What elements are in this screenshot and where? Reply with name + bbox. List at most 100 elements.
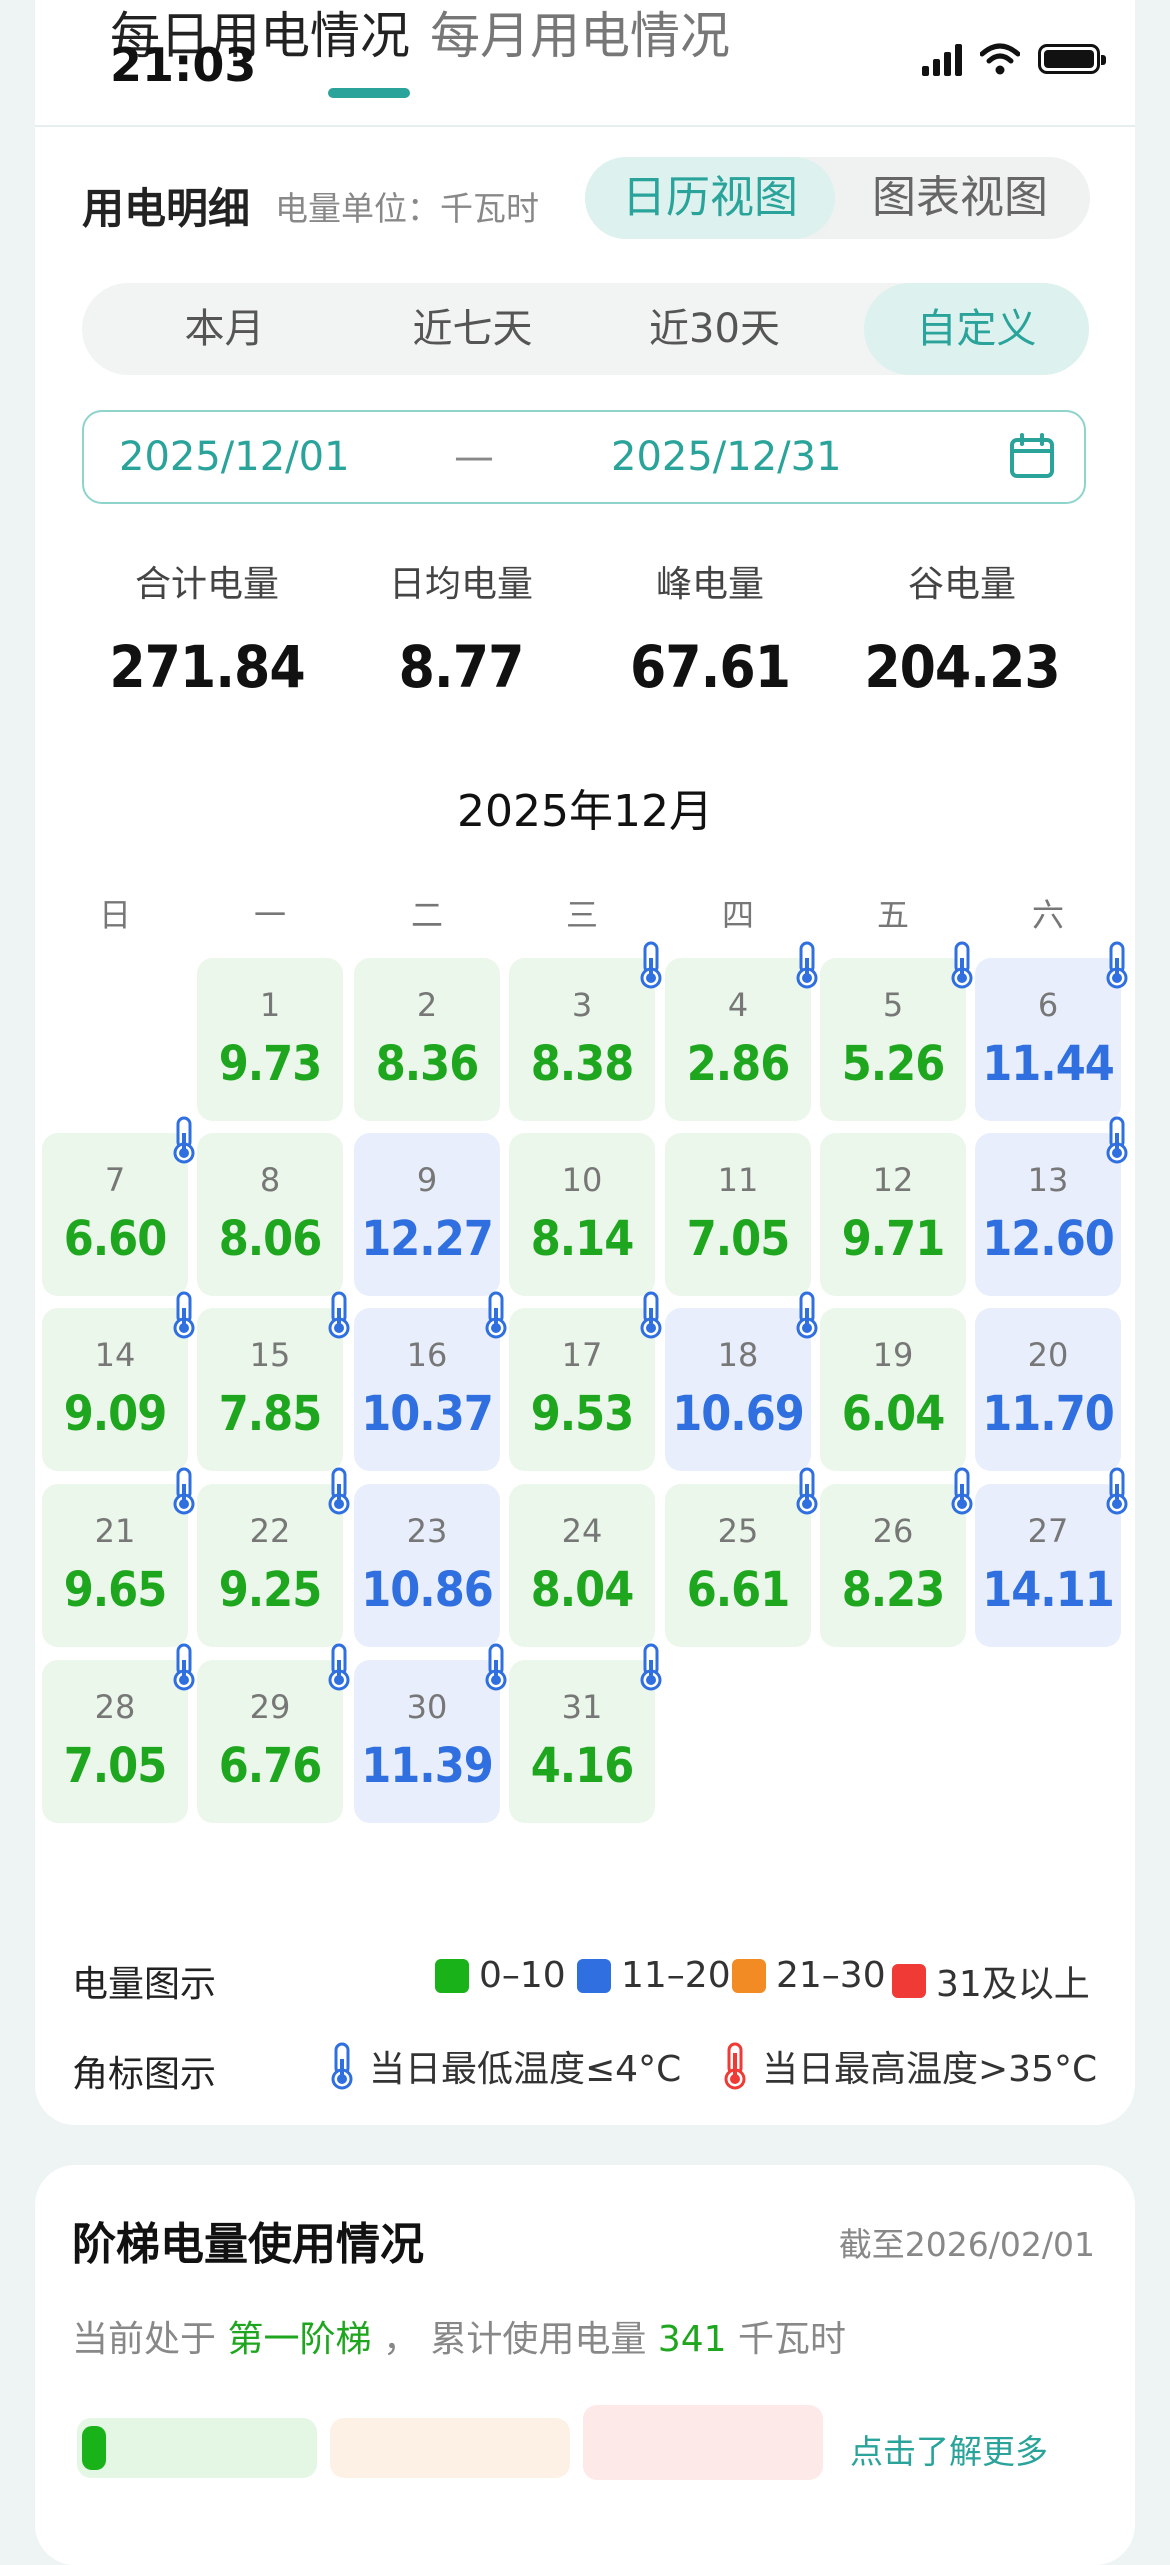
calendar-day[interactable]: 9 12.27 xyxy=(354,1133,500,1296)
calendar-day-number: 14 xyxy=(94,1336,136,1374)
calendar-day[interactable]: 31 4.16 xyxy=(509,1660,655,1823)
legend-green-swatch xyxy=(435,1958,469,1993)
weekday-label: 四 xyxy=(721,896,754,934)
range-tabs: 本月 近七天 近30天 自定义 xyxy=(82,283,1089,375)
calendar-day[interactable]: 2 8.36 xyxy=(354,958,500,1121)
stat-daily-avg: 日均电量 8.77 xyxy=(351,555,571,701)
calendar-view-button[interactable]: 日历视图 xyxy=(585,157,835,239)
tier-2-bar xyxy=(330,2418,570,2478)
calendar-day[interactable]: 16 10.37 xyxy=(354,1308,500,1471)
calendar-day-number: 29 xyxy=(249,1688,291,1726)
calendar-day[interactable]: 14 9.09 xyxy=(42,1308,188,1471)
calendar-day[interactable]: 1 9.73 xyxy=(197,958,343,1121)
calendar-day-number: 31 xyxy=(561,1688,603,1726)
chart-view-button[interactable]: 图表视图 xyxy=(872,172,1048,223)
calendar-day[interactable]: 11 7.05 xyxy=(665,1133,811,1296)
calendar-day-number: 21 xyxy=(94,1512,136,1550)
calendar-day[interactable]: 12 9.71 xyxy=(820,1133,966,1296)
calendar-day-number: 12 xyxy=(872,1161,914,1199)
calendar-day-usage: 9.09 xyxy=(63,1386,168,1442)
calendar-day[interactable]: 22 9.25 xyxy=(197,1484,343,1647)
calendar-day[interactable]: 21 9.65 xyxy=(42,1484,188,1647)
calendar-day[interactable]: 24 8.04 xyxy=(509,1484,655,1647)
stat-valley-value: 204.23 xyxy=(864,633,1060,701)
thermometer-cold-icon xyxy=(634,1642,668,1692)
range-last-30-days[interactable]: 近30天 xyxy=(649,306,780,352)
date-separator: — xyxy=(454,434,494,480)
weekday-label: 五 xyxy=(876,896,909,934)
legend-orange-label: 21–30 xyxy=(776,1955,886,1996)
calendar-day[interactable]: 13 12.60 xyxy=(975,1133,1121,1296)
calendar-day-usage: 7.05 xyxy=(63,1738,168,1794)
calendar-day[interactable]: 30 11.39 xyxy=(354,1660,500,1823)
calendar-day[interactable]: 25 6.61 xyxy=(665,1484,811,1647)
calendar-day-number: 20 xyxy=(1027,1336,1069,1374)
legend-red: 31及以上 xyxy=(892,1955,1090,2007)
thermometer-cold-icon xyxy=(790,940,824,990)
calendar-day[interactable]: 23 10.86 xyxy=(354,1484,500,1647)
stat-total-value: 271.84 xyxy=(109,633,305,701)
range-last-7-days[interactable]: 近七天 xyxy=(412,306,533,352)
calendar-day[interactable]: 18 10.69 xyxy=(665,1308,811,1471)
calendar-day[interactable]: 10 8.14 xyxy=(509,1133,655,1296)
calendar-day[interactable]: 19 6.04 xyxy=(820,1308,966,1471)
calendar-day-number: 6 xyxy=(1037,986,1059,1024)
calendar-day-number: 9 xyxy=(416,1161,438,1199)
thermometer-cold-icon xyxy=(167,1115,201,1165)
tier-1-bar-fill xyxy=(82,2426,106,2470)
corner-legend-label: 角标图示 xyxy=(72,2054,217,2095)
legend-blue-swatch xyxy=(577,1958,611,1993)
stat-daily-avg-label: 日均电量 xyxy=(388,564,533,605)
calendar-day-usage: 8.36 xyxy=(375,1036,480,1092)
weekday-label: 日 xyxy=(98,896,131,934)
calendar-day-usage: 8.06 xyxy=(218,1211,323,1267)
calendar-day-number: 2 xyxy=(416,986,438,1024)
legend-hot: 当日最高温度>35°C xyxy=(718,2040,1097,2092)
calendar-day-number: 10 xyxy=(561,1161,603,1199)
calendar-day[interactable]: 6 11.44 xyxy=(975,958,1121,1121)
calendar-day[interactable]: 3 8.38 xyxy=(509,958,655,1121)
end-date[interactable]: 2025/12/31 xyxy=(611,434,842,480)
calendar-day[interactable]: 7 6.60 xyxy=(42,1133,188,1296)
calendar-icon[interactable] xyxy=(1008,432,1056,480)
calendar-day[interactable]: 29 6.76 xyxy=(197,1660,343,1823)
calendar-day-usage: 7.85 xyxy=(218,1386,323,1442)
calendar-day-usage: 12.27 xyxy=(361,1211,494,1267)
range-custom[interactable]: 自定义 xyxy=(864,283,1089,375)
weekday-label: 二 xyxy=(410,896,443,934)
calendar-day[interactable]: 17 9.53 xyxy=(509,1308,655,1471)
calendar-day[interactable]: 8 8.06 xyxy=(197,1133,343,1296)
calendar-day-usage: 9.53 xyxy=(530,1386,635,1442)
thermometer-cold-icon xyxy=(479,1642,513,1692)
thermometer-cold-icon xyxy=(790,1290,824,1340)
legend-red-label: 31及以上 xyxy=(936,1964,1090,2005)
calendar-day-usage: 11.70 xyxy=(982,1386,1115,1442)
learn-more-link[interactable]: 点击了解更多 xyxy=(850,2432,1048,2471)
view-toggle: 日历视图 图表视图 xyxy=(585,157,1090,239)
tab-daily[interactable]: 每日用电情况 xyxy=(110,7,410,65)
tab-monthly[interactable]: 每月用电情况 xyxy=(430,7,730,65)
range-this-month[interactable]: 本月 xyxy=(184,306,265,352)
calendar-day[interactable]: 27 14.11 xyxy=(975,1484,1121,1647)
calendar-day[interactable]: 28 7.05 xyxy=(42,1660,188,1823)
calendar-day[interactable]: 5 5.26 xyxy=(820,958,966,1121)
stat-peak-value: 67.61 xyxy=(629,633,791,701)
tier-usage-title: 阶梯电量使用情况 xyxy=(72,2219,424,2270)
calendar-day[interactable]: 26 8.23 xyxy=(820,1484,966,1647)
stat-peak-label: 峰电量 xyxy=(655,564,764,605)
calendar-day[interactable]: 20 11.70 xyxy=(975,1308,1121,1471)
stat-valley: 谷电量 204.23 xyxy=(852,555,1072,701)
thermometer-cold-icon xyxy=(322,1466,356,1516)
calendar-day-usage: 10.86 xyxy=(361,1562,494,1618)
legend-cold: 当日最低温度≤4°C xyxy=(325,2040,681,2092)
calendar-day[interactable]: 4 2.86 xyxy=(665,958,811,1121)
thermometer-cold-icon xyxy=(479,1290,513,1340)
calendar-day[interactable]: 15 7.85 xyxy=(197,1308,343,1471)
start-date[interactable]: 2025/12/01 xyxy=(119,434,350,480)
date-range-picker[interactable]: 2025/12/01 — 2025/12/31 xyxy=(82,410,1086,504)
calendar-day-number: 3 xyxy=(571,986,593,1024)
legend-red-swatch xyxy=(892,1964,926,1998)
tier-unit: 千瓦时 xyxy=(738,2319,847,2360)
status-icons xyxy=(922,42,1106,76)
status-time: 21:03 xyxy=(110,38,257,92)
